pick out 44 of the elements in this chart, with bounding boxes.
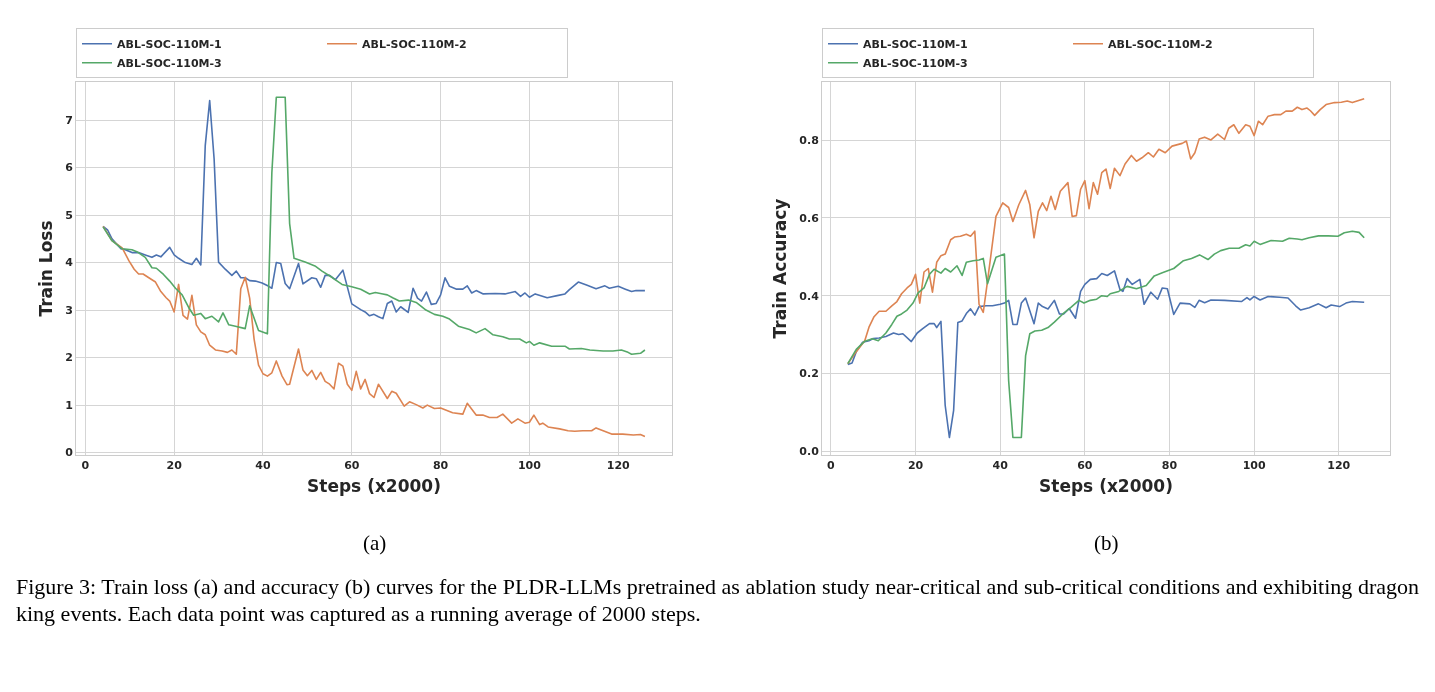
y-tick-label: 4	[65, 256, 74, 270]
y-tick-label: 0	[65, 446, 74, 460]
y-tick-label: 2	[65, 351, 73, 365]
y-axis-title: Train Accuracy	[769, 198, 790, 339]
x-tick-label: 40	[992, 459, 1009, 473]
legend-label: ABL-SOC-110M-3	[117, 57, 222, 71]
line-series	[102, 225, 646, 438]
x-tick-label: 60	[344, 459, 360, 473]
caption: Figure 3: Train loss (a) and accuracy (b) curves for the PLDR-LLMs pretrained as ablation study near-critical and sub-critical conditions and exhibiting dragon king events. Each data point was captured as a running average of 2000 steps.	[16, 573, 1419, 627]
x-tick-label: 100	[517, 459, 542, 473]
x-tick-label: 0	[827, 459, 836, 473]
y-tick-label: 1	[65, 398, 73, 412]
x-tick-label: 20	[166, 459, 183, 473]
x-tick-label: 80	[432, 459, 449, 473]
y-axis-title: Train Loss	[35, 220, 56, 317]
y-tick-label: 5	[65, 208, 73, 222]
x-tick-label: 120	[606, 459, 631, 473]
legend-label: ABL-SOC-110M-1	[117, 38, 222, 52]
text: (b)	[1094, 531, 1119, 555]
x-axis-title: Steps (x2000)	[1039, 475, 1173, 496]
line-series	[847, 270, 1365, 439]
legend-label: ABL-SOC-110M-2	[1108, 38, 1213, 52]
legend-label: ABL-SOC-110M-2	[362, 38, 467, 52]
line-series	[847, 97, 1365, 365]
y-tick-label: 0.6	[799, 211, 820, 225]
x-tick-label: 60	[1077, 459, 1093, 473]
x-tick-label: 120	[1327, 459, 1351, 473]
y-tick-label: 6	[65, 161, 74, 175]
text: (a)	[363, 531, 387, 555]
line-series	[847, 230, 1365, 439]
x-axis-title: Steps (x2000)	[307, 475, 441, 496]
x-tick-label: 20	[907, 459, 924, 473]
y-tick-label: 0.4	[799, 289, 820, 303]
y-tick-label: 7	[65, 113, 73, 127]
y-tick-label: 3	[65, 303, 73, 317]
x-tick-label: 80	[1161, 459, 1178, 473]
legend-label: ABL-SOC-110M-3	[863, 57, 968, 71]
x-tick-label: 100	[1242, 459, 1266, 473]
x-tick-label: 40	[255, 459, 271, 473]
y-tick-label: 0.2	[799, 367, 819, 381]
y-tick-label: 0.8	[799, 134, 819, 148]
legend-label: ABL-SOC-110M-1	[863, 38, 968, 52]
x-tick-label: 0	[81, 459, 90, 473]
y-tick-label: 0.0	[799, 444, 820, 458]
